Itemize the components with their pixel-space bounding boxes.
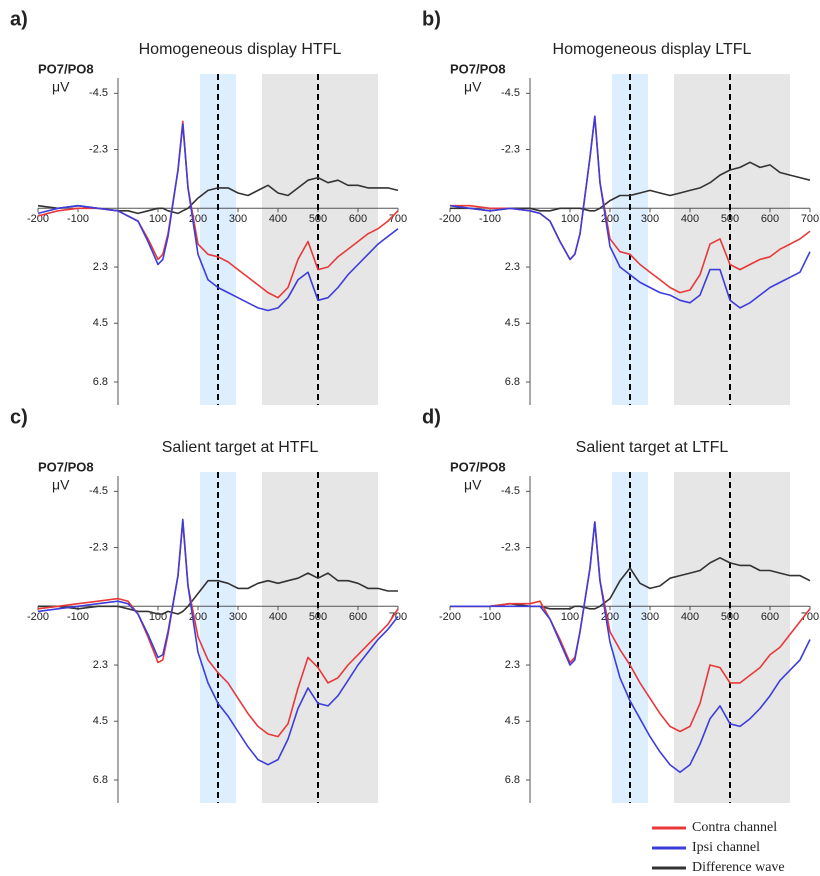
x-tick-label: 200 [601,611,619,623]
shaded-window [674,472,790,803]
legend-label: Difference wave [692,860,785,875]
x-tick-label: 400 [269,611,287,623]
channel-label: PO7/PO8 [450,61,506,76]
y-tick-label: 4.5 [93,317,108,329]
erp-line [450,521,811,733]
x-tick-label: 700 [801,213,819,225]
y-unit: μV [52,477,70,493]
x-tick-label: -200 [439,213,461,225]
y-tick-label: 4.5 [505,715,520,727]
panel-label: b) [422,8,441,30]
y-tick-label: -4.5 [89,485,108,497]
x-tick-label: 100 [561,213,579,225]
erp-line [37,123,399,312]
y-tick-label: 4.5 [93,715,108,727]
shaded-window [262,472,378,803]
x-tick-label: 400 [681,611,699,623]
y-tick-label: 6.8 [93,376,108,388]
panel-label: c) [10,406,28,428]
legend-label: Ipsi channel [692,840,760,855]
y-tick-label: 6.8 [93,774,108,786]
x-tick-label: 300 [641,213,659,225]
y-tick-label: 2.3 [93,659,108,671]
erp-line [450,521,811,774]
y-tick-label: 2.3 [505,659,520,671]
x-tick-label: 100 [561,611,579,623]
legend-label: Contra channel [692,820,777,835]
x-tick-label: 200 [601,213,619,225]
x-tick-label: 400 [269,213,287,225]
y-tick-label: -2.3 [89,143,108,155]
x-tick-label: 600 [761,611,779,623]
x-tick-label: 400 [681,213,699,225]
x-tick-label: -100 [479,611,501,623]
x-tick-label: 300 [641,611,659,623]
erp-line [450,161,811,212]
x-tick-label: 700 [389,213,407,225]
y-tick-label: 2.3 [93,261,108,273]
erp-line [450,557,811,610]
chart-title: Salient target at LTFL [576,439,729,456]
shaded-window [674,74,790,405]
erp-line [37,176,399,215]
shaded-window [262,74,378,405]
panel: d) Salient target at LTFL PO7/PO8 μV -4.5 -2.… [422,406,819,803]
panel-label: d) [422,406,441,428]
panel: a) Homogeneous display HTFL PO7/PO8 μV -4.5 -… [10,8,407,405]
y-tick-label: -2.3 [89,541,108,553]
x-tick-label: -100 [67,213,89,225]
x-tick-label: -200 [27,213,49,225]
channel-label: PO7/PO8 [38,459,94,474]
x-tick-label: 600 [761,213,779,225]
y-tick-label: 6.8 [505,774,520,786]
y-tick-label: -4.5 [501,485,520,497]
y-tick-label: -4.5 [89,87,108,99]
y-tick-label: -2.3 [501,541,520,553]
erp-line [37,518,399,766]
y-tick-label: -4.5 [501,87,520,99]
x-tick-label: 300 [229,611,247,623]
y-tick-label: 4.5 [505,317,520,329]
chart-title: Homogeneous display HTFL [139,41,342,58]
panel: b) Homogeneous display LTFL PO7/PO8 μV -4.5 -… [422,8,819,405]
panel: c) Salient target at HTFL PO7/PO8 μV -4.5 -2.… [10,406,407,803]
x-tick-label: -200 [27,611,49,623]
chart-title: Salient target at HTFL [162,439,319,456]
channel-label: PO7/PO8 [38,61,94,76]
chart-title: Homogeneous display LTFL [553,41,752,58]
y-tick-label: 2.3 [505,261,520,273]
y-tick-label: 6.8 [505,376,520,388]
y-unit: μV [464,477,482,493]
x-tick-label: -100 [67,611,89,623]
x-tick-label: 600 [349,611,367,623]
y-unit: μV [52,79,70,95]
x-tick-label: -200 [439,611,461,623]
channel-label: PO7/PO8 [450,459,506,474]
erp-line [449,115,811,309]
x-tick-label: -100 [479,213,501,225]
y-unit: μV [464,79,482,95]
x-tick-label: 600 [349,213,367,225]
x-tick-label: 100 [149,213,167,225]
panel-label: a) [10,8,28,30]
x-tick-label: 300 [229,213,247,225]
y-tick-label: -2.3 [501,143,520,155]
